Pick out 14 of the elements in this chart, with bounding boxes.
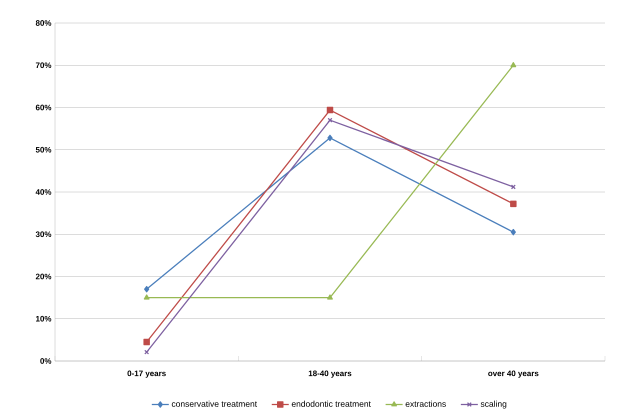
- point: [144, 294, 150, 300]
- point: [510, 62, 516, 68]
- point: [327, 294, 333, 300]
- point: [326, 106, 334, 114]
- legend-label: extractions: [406, 400, 446, 407]
- point: [510, 228, 516, 236]
- legend-label: endodontic treatment: [292, 400, 371, 407]
- legend-label: conservative treatment: [172, 400, 258, 407]
- point: [144, 286, 150, 292]
- legend-label: scaling: [480, 400, 506, 409]
- point: [510, 200, 517, 208]
- point: [327, 134, 333, 142]
- point: [328, 118, 332, 123]
- point: [143, 338, 150, 346]
